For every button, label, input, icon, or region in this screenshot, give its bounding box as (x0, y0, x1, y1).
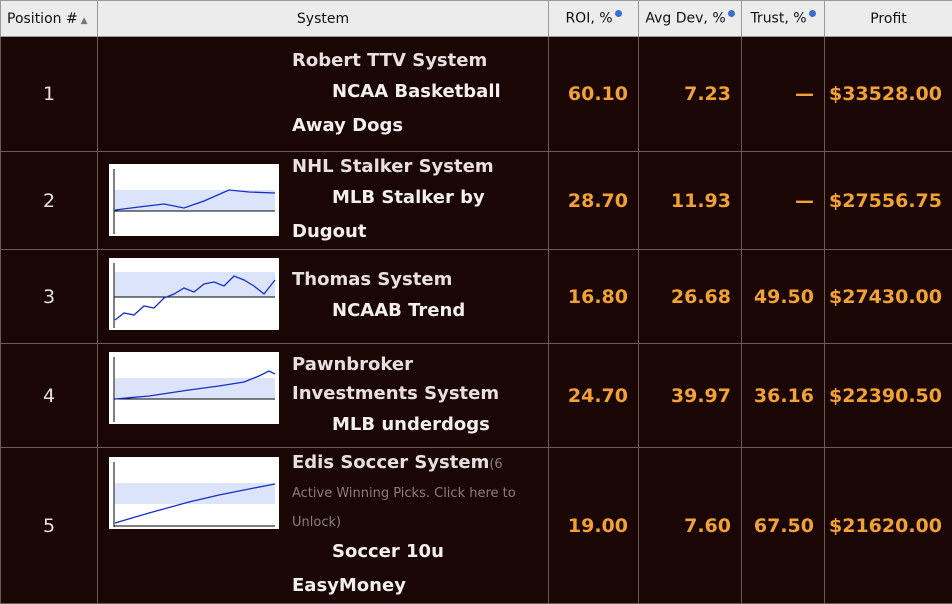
position: 2 (1, 152, 98, 250)
position: 1 (1, 37, 98, 152)
column-header[interactable]: Position # ▲ (1, 1, 98, 37)
column-label: ROI, % (565, 11, 612, 27)
system-name-wrap: Pawnbroker Investments System (292, 350, 538, 408)
system-name[interactable]: Pawnbroker Investments System (292, 354, 499, 404)
profit: $33528.00 (825, 37, 952, 152)
sparkline (109, 164, 279, 236)
sparkline (109, 457, 279, 529)
trust: 49.50 (742, 250, 825, 344)
sparkline (109, 258, 279, 330)
position: 4 (1, 344, 98, 448)
column-label: System (297, 11, 349, 27)
avg-dev: 7.60 (639, 448, 742, 604)
header-row: Position # ▲ System ROI, % Avg Dev, % Trust,… (1, 1, 952, 37)
trust: — (742, 37, 825, 152)
profit: $22390.50 (825, 344, 952, 448)
system-name[interactable]: Robert TTV System (292, 50, 487, 71)
help-icon[interactable] (615, 10, 622, 17)
position: 5 (1, 448, 98, 604)
profit: $27556.75 (825, 152, 952, 250)
roi: 19.00 (549, 448, 639, 604)
roi: 60.10 (549, 37, 639, 152)
column-label: Trust, % (750, 11, 806, 27)
column-header[interactable]: Trust, % (742, 1, 825, 37)
column-label: Avg Dev, % (645, 11, 725, 27)
trust: — (742, 152, 825, 250)
system-cell: Robert TTV System NCAA Basketball Away Do… (98, 37, 549, 152)
avg-dev: 11.93 (639, 152, 742, 250)
system-name[interactable]: Edis Soccer System (292, 452, 489, 473)
system-name-wrap: Edis Soccer System(6 Active Winning Pick… (292, 448, 538, 535)
page: Position # ▲ System ROI, % Avg Dev, % Trust,… (0, 0, 952, 548)
subsystem-name: NCAAB Trend (292, 294, 538, 328)
subsystem-name: NCAA Basketball Away Dogs (292, 75, 538, 143)
profit: $27430.00 (825, 250, 952, 344)
avg-dev: 26.68 (639, 250, 742, 344)
trust: 67.50 (742, 448, 825, 604)
position: 3 (1, 250, 98, 344)
column-header[interactable]: Profit (825, 1, 952, 37)
column-header[interactable]: ROI, % (549, 1, 639, 37)
system-name[interactable]: Thomas System (292, 269, 452, 290)
table-row[interactable]: 1 Robert TTV System NCAA Basketball Away D… (1, 37, 952, 152)
system-name-wrap: Thomas System (292, 265, 538, 294)
column-label: Profit (870, 11, 907, 27)
avg-dev: 39.97 (639, 344, 742, 448)
sort-arrow: ▲ (78, 16, 88, 26)
help-icon[interactable] (809, 10, 816, 17)
profit: $21620.00 (825, 448, 952, 604)
column-header[interactable]: System (98, 1, 549, 37)
subsystem-name: MLB Stalker by Dugout (292, 181, 538, 249)
system-name[interactable]: NHL Stalker System (292, 156, 494, 177)
roi: 16.80 (549, 250, 639, 344)
column-header[interactable]: Avg Dev, % (639, 1, 742, 37)
trust: 36.16 (742, 344, 825, 448)
column-label: Position # (7, 11, 78, 27)
avg-dev: 7.23 (639, 37, 742, 152)
subsystem-name: MLB underdogs (292, 408, 538, 442)
sparkline (109, 352, 279, 424)
help-icon[interactable] (728, 10, 735, 17)
system-name-wrap: NHL Stalker System (292, 152, 538, 181)
roi: 24.70 (549, 344, 639, 448)
roi: 28.70 (549, 152, 639, 250)
system-name-wrap: Robert TTV System (292, 46, 538, 75)
subsystem-name: Soccer 10u EasyMoney (292, 535, 538, 603)
